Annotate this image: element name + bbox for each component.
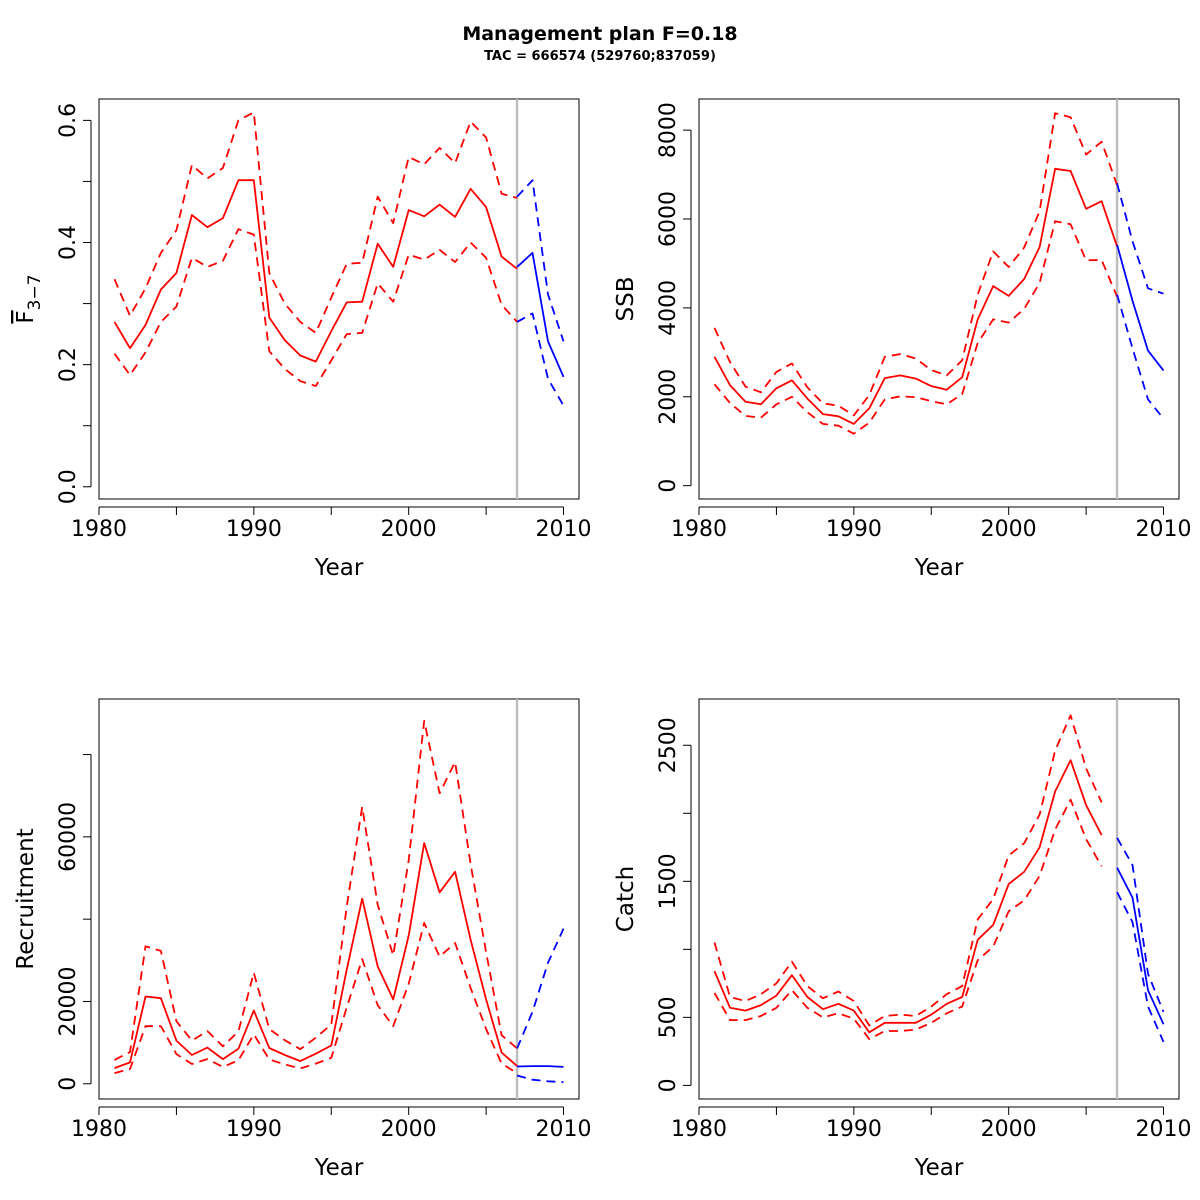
x-tick-label: 2010: [1136, 517, 1192, 542]
x-tick-label: 2000: [981, 1117, 1037, 1142]
y-tick-label: 500: [656, 996, 681, 1038]
y-tick-label: 0.2: [56, 347, 81, 382]
y-tick-label: 0.4: [56, 225, 81, 260]
x-tick-label: 1990: [826, 1117, 882, 1142]
x-tick-label: 1990: [226, 1117, 282, 1142]
y-tick-label: 6000: [656, 191, 681, 247]
history-bound-line: [713, 112, 1118, 417]
x-axis-label: Year: [914, 555, 964, 581]
history-estimate-line: [114, 842, 518, 1069]
x-tick-label: 1980: [671, 517, 727, 542]
panel-ssb: 1980 1990 2000 2010 0 2000 4000 6000 8000 Year SSB: [613, 98, 1192, 581]
x-tick-label: 2000: [381, 517, 437, 542]
x-tick-label: 1990: [826, 517, 882, 542]
y-tick-label: 4000: [656, 280, 681, 336]
y-tick-label: 2000: [656, 369, 681, 425]
x-tick-label: 1990: [226, 517, 282, 542]
projection-bound-line: [1116, 891, 1165, 1043]
y-tick-label: 0: [56, 1077, 81, 1091]
y-tick-label: 60000: [56, 802, 81, 872]
plot-frame: [698, 698, 1180, 1100]
y-axis-label: Catch: [613, 866, 639, 932]
projection-estimate-line: [1116, 244, 1165, 372]
y-axis-label: F3−7: [13, 274, 45, 323]
projection-bound-line: [516, 312, 565, 407]
history-estimate-line: [713, 759, 1103, 1034]
y-axis-label: SSB: [613, 277, 639, 322]
history-bound-line: [713, 798, 1103, 1040]
x-tick-label: 2010: [536, 1117, 592, 1142]
history-bound-line: [713, 714, 1103, 1027]
plot-frame: [698, 98, 1180, 500]
x-tick-label: 1980: [71, 517, 127, 542]
plot-frame: [98, 98, 580, 500]
y-tick-label: 20000: [56, 966, 81, 1036]
x-tick-label: 2000: [981, 517, 1037, 542]
projection-bound-line: [516, 928, 565, 1049]
projection-bound-line: [1116, 294, 1165, 420]
y-axis-label: Recruitment: [13, 828, 39, 969]
history-bound-line: [113, 111, 518, 334]
panel-recruitment: 1980 1990 2000 2010 0 20000 60000 Year Recruitme…: [13, 698, 592, 1181]
y-tick-label: 0: [656, 479, 681, 493]
history-bound-line: [113, 228, 518, 387]
figure-subtitle: TAC = 666574 (529760;837059): [484, 49, 716, 64]
x-axis-label: Year: [314, 555, 364, 581]
history-estimate-line: [113, 179, 518, 363]
projection-estimate-line: [516, 251, 565, 378]
y-axis-label-subscript: 3−7: [25, 274, 45, 310]
x-tick-label: 2010: [536, 517, 592, 542]
y-tick-label: 0.6: [56, 103, 81, 138]
y-tick-label: 0: [656, 1078, 681, 1092]
y-axis-label-main: F: [13, 310, 39, 323]
figure-title: Management plan F=0.18: [462, 23, 737, 45]
projection-bound-line: [516, 179, 565, 342]
projection-estimate-line: [517, 1065, 564, 1068]
projection-bound-line: [1116, 837, 1165, 1013]
y-tick-label: 1500: [656, 853, 681, 909]
history-estimate-line: [713, 167, 1118, 425]
y-tick-label: 8000: [656, 102, 681, 158]
history-bound-line: [114, 922, 518, 1074]
x-tick-label: 1980: [671, 1117, 727, 1142]
history-bound-line: [114, 719, 518, 1061]
x-axis-label: Year: [914, 1155, 964, 1181]
projection-estimate-line: [1116, 867, 1165, 1025]
x-tick-label: 2000: [381, 1117, 437, 1142]
plot-frame: [98, 698, 580, 1100]
projection-bound-line: [516, 1074, 564, 1083]
x-tick-label: 1980: [71, 1117, 127, 1142]
x-axis-label: Year: [314, 1155, 364, 1181]
panel-catch: 1980 1990 2000 2010 0 500 1500 2500 Year Catch: [613, 698, 1192, 1181]
x-tick-label: 2010: [1136, 1117, 1192, 1142]
panel-fbar: 1980 1990 2000 2010 0.0 0.2 0.4 0.6 Year F3−7: [13, 98, 592, 581]
y-tick-label: 2500: [656, 717, 681, 773]
y-tick-label: 0.0: [56, 469, 81, 504]
